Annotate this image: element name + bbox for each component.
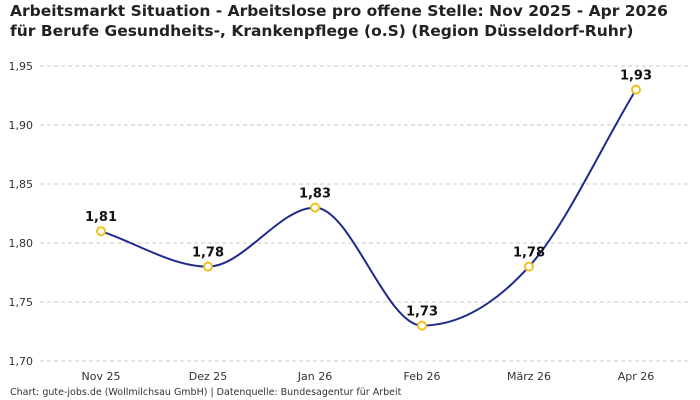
data-point xyxy=(524,261,534,272)
x-tick-label: Feb 26 xyxy=(404,370,441,383)
data-label: 1,78 xyxy=(192,246,224,261)
data-label: 1,93 xyxy=(620,69,652,84)
x-tick-label: März 26 xyxy=(507,370,551,383)
x-tick-label: Dez 25 xyxy=(189,370,228,383)
y-tick-label: 1,80 xyxy=(9,237,34,250)
y-tick-label: 1,70 xyxy=(9,355,34,368)
y-tick-label: 1,90 xyxy=(9,119,34,132)
y-tick-label: 1,75 xyxy=(9,296,34,309)
y-tick-label: 1,95 xyxy=(9,60,34,73)
data-point xyxy=(310,202,320,213)
data-points: 1,81 1,78 1,83 1,73 1,78 1,93 xyxy=(85,69,652,331)
data-label: 1,78 xyxy=(513,246,545,261)
x-tick-label: Nov 25 xyxy=(82,370,121,383)
data-point xyxy=(203,261,213,272)
y-gridlines: 1,70 1,75 1,80 1,85 1,90 1,95 xyxy=(9,60,690,368)
data-point xyxy=(417,320,427,331)
data-label: 1,81 xyxy=(85,210,117,225)
data-label: 1,73 xyxy=(406,305,438,320)
data-point xyxy=(96,226,106,237)
x-tick-label: Apr 26 xyxy=(618,370,655,383)
x-axis: Nov 25 Dez 25 Jan 26 Feb 26 März 26 Apr 26 xyxy=(82,370,655,383)
x-tick-label: Jan 26 xyxy=(297,370,332,383)
y-tick-label: 1,85 xyxy=(9,178,34,191)
data-point xyxy=(631,84,641,95)
chart-footer: Chart: gute-jobs.de (Wollmilchsau GmbH) … xyxy=(10,387,402,398)
data-label: 1,83 xyxy=(299,187,331,202)
chart-title: Arbeitsmarkt Situation - Arbeitslose pro… xyxy=(10,2,668,40)
